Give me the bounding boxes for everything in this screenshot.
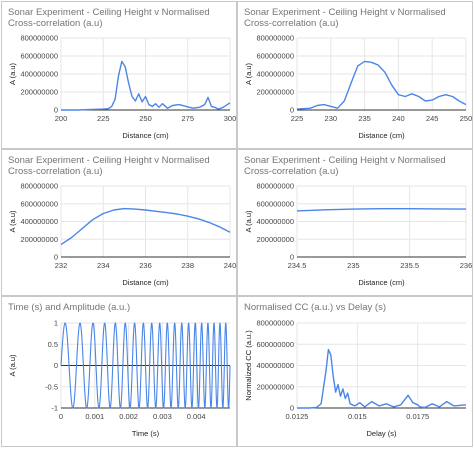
y-tick-label: 600000000 bbox=[20, 52, 58, 61]
y-tick-label: 800000000 bbox=[20, 182, 58, 191]
x-tick-label: 232 bbox=[55, 261, 68, 270]
x-tick-label: 0.001 bbox=[85, 412, 104, 421]
x-tick-label: 245 bbox=[426, 114, 439, 123]
x-tick-label: 0.004 bbox=[187, 412, 206, 421]
series-line bbox=[60, 322, 231, 409]
y-tick-label: 600000000 bbox=[256, 199, 294, 208]
y-tick-label: 200000000 bbox=[20, 88, 58, 97]
chart-panel-6: Normalised CC (a.u.) vs Delay (s) 0 200000… bbox=[237, 296, 473, 447]
y-tick-label: 400000000 bbox=[20, 217, 58, 226]
series-line bbox=[60, 207, 231, 246]
x-tick-label: 240 bbox=[392, 114, 405, 123]
chart-6: Normalised CC (a.u.) vs Delay (s) 0 200000… bbox=[244, 302, 467, 438]
x-tick-label: 200 bbox=[55, 114, 68, 123]
y-tick-label: 600000000 bbox=[256, 52, 294, 61]
series-line bbox=[296, 208, 467, 212]
x-tick-label: 234.5 bbox=[288, 261, 307, 270]
y-tick-label: 400000000 bbox=[256, 361, 294, 370]
y-tick-label: 0 bbox=[54, 361, 58, 370]
y-tick-label: 0 bbox=[54, 106, 58, 115]
y-tick-label: 800000000 bbox=[256, 182, 294, 191]
x-tick-label: 0 bbox=[59, 412, 63, 421]
chart-panel-5: Time (s) and Amplitude (a.u.) -1 -0.5 0 0.5 1… bbox=[1, 296, 237, 447]
x-tick-label: 235 bbox=[358, 114, 371, 123]
chart-5: Time (s) and Amplitude (a.u.) -1 -0.5 0 0.5 1… bbox=[8, 302, 231, 438]
y-tick-label: 400000000 bbox=[256, 70, 294, 79]
chart-2: Sonar Experiment - Ceiling Height v Norm… bbox=[244, 7, 473, 140]
y-tick-label: 200000000 bbox=[256, 382, 294, 391]
chart-title-line: Cross-correlation (a.u) bbox=[8, 18, 103, 29]
y-tick-label: 0.5 bbox=[48, 340, 58, 349]
y-axis-label: Normalized CC (a.u.) bbox=[244, 330, 253, 401]
chart-1: Sonar Experiment - Ceiling Height v Norm… bbox=[8, 7, 237, 140]
x-axis-label: Distance (cm) bbox=[122, 278, 169, 287]
x-tick-label: 225 bbox=[97, 114, 110, 123]
y-tick-label: 0 bbox=[290, 404, 294, 413]
chart-title-line: Sonar Experiment - Ceiling Height v Norm… bbox=[8, 7, 210, 18]
x-axis-label: Distance (cm) bbox=[122, 131, 169, 140]
x-tick-label: 0.0125 bbox=[286, 412, 309, 421]
chart-title-line: Sonar Experiment - Ceiling Height v Norm… bbox=[8, 155, 210, 166]
y-axis-label: A (a.u) bbox=[8, 354, 17, 377]
y-tick-label: 800000000 bbox=[256, 34, 294, 43]
chart-3: Sonar Experiment - Ceiling Height v Norm… bbox=[8, 155, 237, 287]
x-tick-label: 234 bbox=[97, 261, 110, 270]
x-tick-label: 236 bbox=[460, 261, 473, 270]
x-tick-label: 235 bbox=[347, 261, 360, 270]
chart-title-line: Normalised CC (a.u.) vs Delay (s) bbox=[244, 302, 386, 313]
y-tick-label: 0 bbox=[290, 106, 294, 115]
chart-panel-4: Sonar Experiment - Ceiling Height v Norm… bbox=[237, 149, 473, 296]
chart-title-line: Time (s) and Amplitude (a.u.) bbox=[8, 302, 130, 313]
y-tick-label: 0 bbox=[290, 253, 294, 262]
x-tick-label: 230 bbox=[325, 114, 338, 123]
series-line bbox=[61, 60, 231, 111]
y-tick-label: 800000000 bbox=[20, 34, 58, 43]
y-axis-label: A (a.u) bbox=[8, 210, 17, 233]
x-tick-label: 225 bbox=[291, 114, 304, 123]
x-axis-label: Distance (cm) bbox=[358, 278, 405, 287]
y-tick-label: 400000000 bbox=[20, 70, 58, 79]
y-tick-label: 800000000 bbox=[256, 319, 294, 328]
x-tick-label: 300 bbox=[224, 114, 237, 123]
chart-panel-1: Sonar Experiment - Ceiling Height v Norm… bbox=[1, 1, 237, 149]
x-axis-label: Time (s) bbox=[132, 429, 160, 438]
y-tick-label: 200000000 bbox=[256, 88, 294, 97]
y-axis-label: A (a.u) bbox=[244, 210, 253, 233]
x-axis-label: Delay (s) bbox=[366, 429, 397, 438]
x-tick-label: 238 bbox=[181, 261, 194, 270]
y-tick-label: 0 bbox=[54, 253, 58, 262]
x-tick-label: 0.0175 bbox=[406, 412, 429, 421]
y-tick-label: -1 bbox=[51, 404, 58, 413]
x-tick-label: 275 bbox=[181, 114, 194, 123]
x-tick-label: 236 bbox=[139, 261, 152, 270]
series-line bbox=[296, 60, 467, 110]
chart-title-line: Cross-correlation (a.u) bbox=[244, 166, 339, 177]
chart-panel-3: Sonar Experiment - Ceiling Height v Norm… bbox=[1, 149, 237, 296]
x-tick-label: 0.003 bbox=[153, 412, 172, 421]
x-axis-label: Distance (cm) bbox=[358, 131, 405, 140]
y-tick-label: 200000000 bbox=[256, 235, 294, 244]
x-tick-label: 250 bbox=[460, 114, 473, 123]
x-tick-label: 240 bbox=[224, 261, 237, 270]
y-tick-label: 200000000 bbox=[20, 235, 58, 244]
y-axis-label: A (a.u) bbox=[244, 62, 253, 85]
y-axis-label: A (a.u) bbox=[8, 62, 17, 85]
y-tick-label: 600000000 bbox=[256, 340, 294, 349]
y-tick-label: 600000000 bbox=[20, 199, 58, 208]
x-tick-label: 0.002 bbox=[119, 412, 138, 421]
x-tick-label: 250 bbox=[139, 114, 152, 123]
chart-title-line: Cross-correlation (a.u) bbox=[8, 166, 103, 177]
y-tick-label: 400000000 bbox=[256, 217, 294, 226]
chart-title-line: Cross-correlation (a.u) bbox=[244, 18, 339, 29]
chart-4: Sonar Experiment - Ceiling Height v Norm… bbox=[244, 155, 473, 287]
chart-title-line: Sonar Experiment - Ceiling Height v Norm… bbox=[244, 7, 446, 18]
chart-panel-2: Sonar Experiment - Ceiling Height v Norm… bbox=[237, 1, 473, 149]
x-tick-label: 235.5 bbox=[400, 261, 419, 270]
y-tick-label: 1 bbox=[54, 319, 58, 328]
chart-title-line: Sonar Experiment - Ceiling Height v Norm… bbox=[244, 155, 446, 166]
series-line bbox=[297, 348, 467, 409]
y-tick-label: -0.5 bbox=[45, 382, 58, 391]
x-tick-label: 0.015 bbox=[348, 412, 367, 421]
